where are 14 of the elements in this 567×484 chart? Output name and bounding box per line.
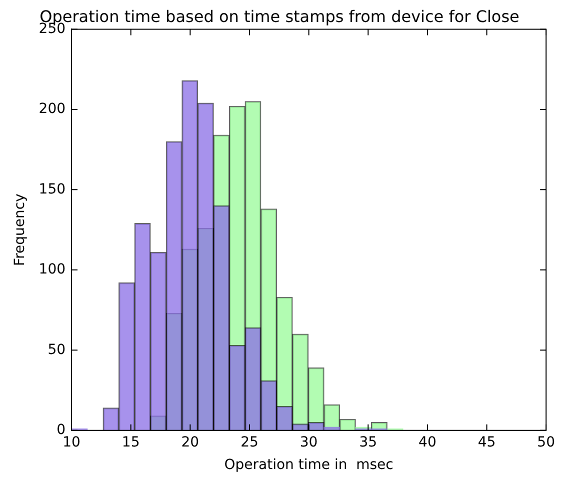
x-tick-label: 35 (359, 434, 378, 450)
x-tick-label: 45 (478, 434, 496, 450)
y-tick-label: 50 (48, 342, 66, 358)
x-tick-label: 15 (122, 434, 140, 450)
y-tick-label: 150 (38, 181, 66, 198)
x-tick-label: 50 (537, 434, 556, 450)
x-tick-label: 25 (240, 434, 258, 450)
y-axis-title: Frequency (12, 194, 28, 266)
x-axis-title: Operation time in msec (224, 457, 394, 474)
x-tick-label: 40 (418, 434, 436, 450)
x-tick-label: 20 (181, 434, 200, 450)
x-tick-label: 30 (300, 434, 318, 450)
y-tick-label: 100 (38, 262, 66, 278)
y-tick-label: 200 (38, 101, 66, 118)
